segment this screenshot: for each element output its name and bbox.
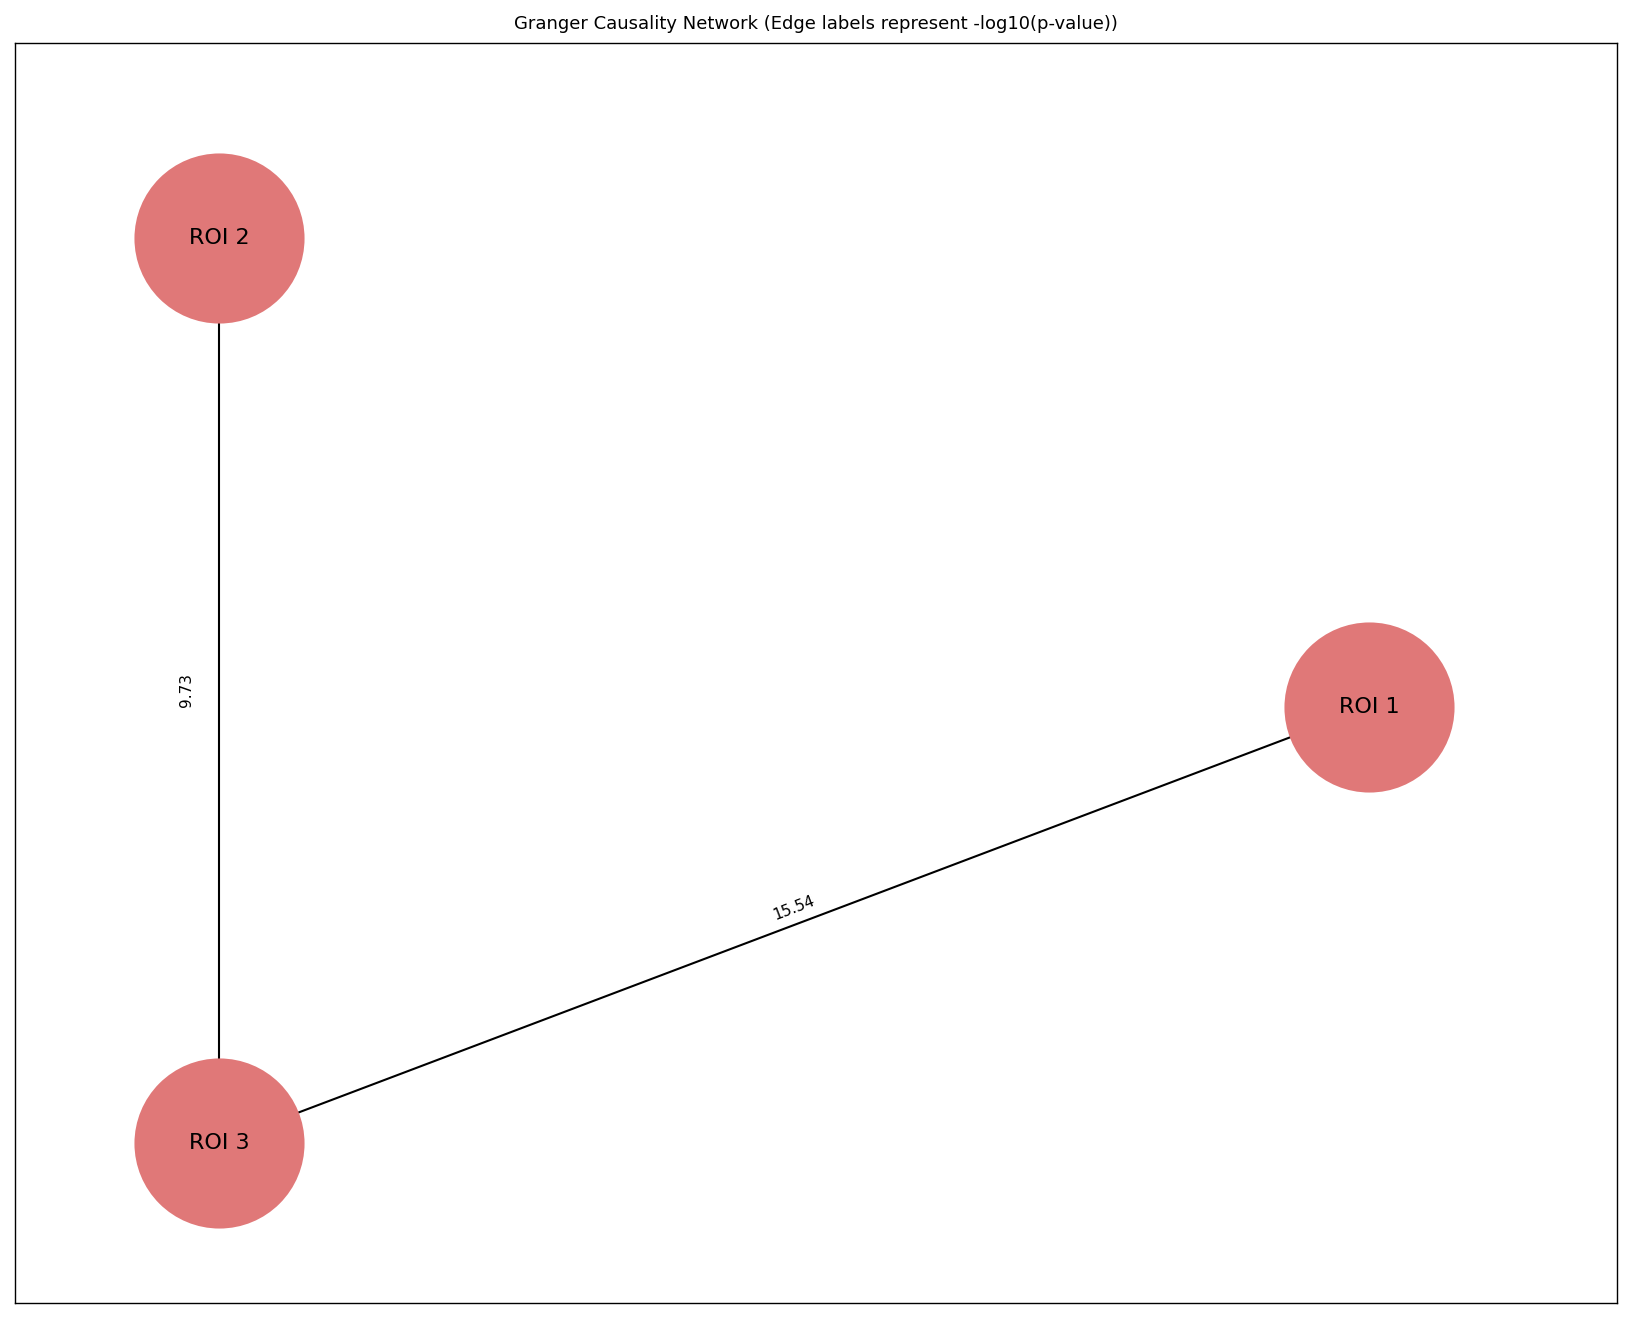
Point — [1356, 697, 1382, 718]
Title: Granger Causality Network (Edge labels represent -log10(p-value)): Granger Causality Network (Edge labels r… — [514, 14, 1118, 33]
Text: 15.54: 15.54 — [770, 894, 816, 923]
Point — [206, 227, 232, 248]
Text: ROI 2: ROI 2 — [189, 228, 250, 248]
Point — [206, 1132, 232, 1153]
Text: ROI 1: ROI 1 — [1340, 697, 1400, 717]
Text: 9.73: 9.73 — [180, 673, 194, 708]
Text: ROI 3: ROI 3 — [189, 1132, 250, 1153]
